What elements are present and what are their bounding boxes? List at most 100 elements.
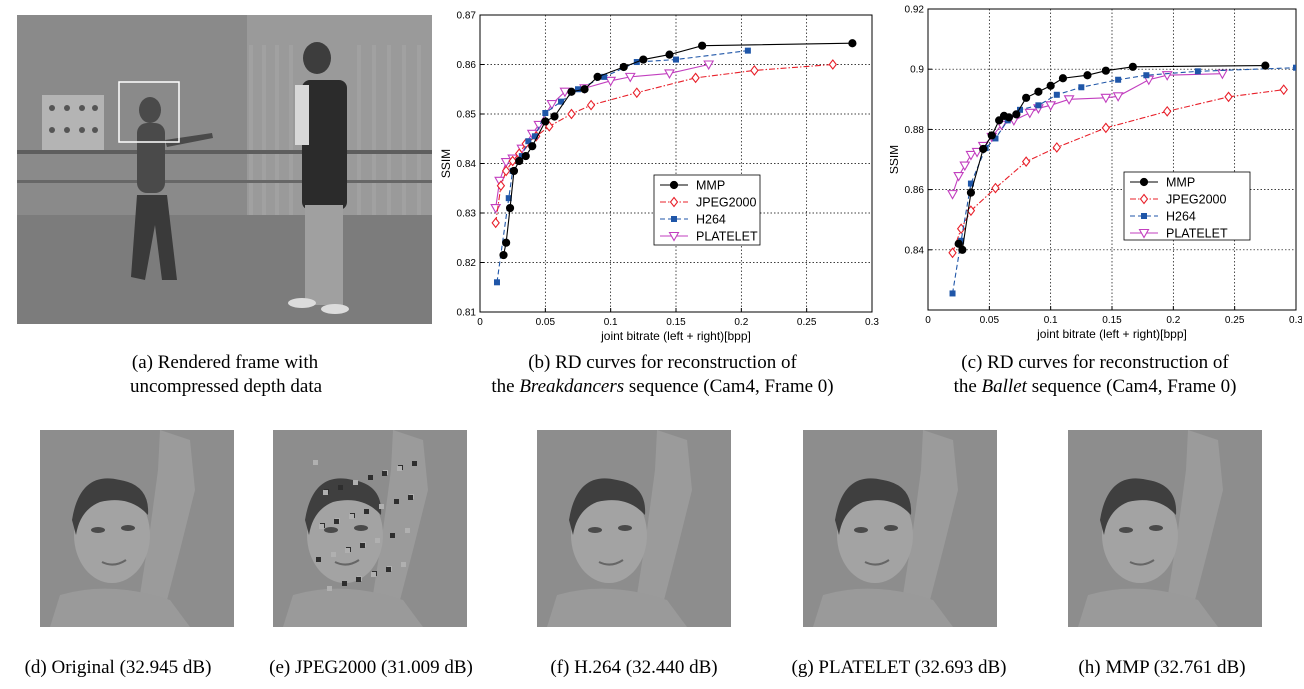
data-point-mmp <box>979 144 988 154</box>
data-point-jpeg2000 <box>586 99 596 111</box>
data-point-mmp <box>580 85 589 94</box>
legend-marker <box>669 180 679 190</box>
data-point-mmp <box>1046 81 1055 90</box>
data-point-jpeg2000 <box>1279 84 1288 96</box>
data-point-h264 <box>1143 72 1150 79</box>
y-tick-label: 0.88 <box>905 125 925 136</box>
data-point-platelet <box>494 176 506 187</box>
data-point-jpeg2000 <box>496 180 506 192</box>
legend-label: JPEG2000 <box>1166 193 1227 207</box>
x-axis-label: joint bitrate (left + right)[bpp] <box>600 329 751 343</box>
data-point-platelet <box>965 150 977 161</box>
x-tick-label: 0.05 <box>536 317 556 328</box>
data-point-h264 <box>1293 64 1296 71</box>
x-tick-label: 0.2 <box>734 317 748 328</box>
data-point-mmp <box>505 203 515 213</box>
data-point-platelet <box>1024 108 1036 119</box>
data-point-mmp <box>1083 71 1092 80</box>
data-point-h264 <box>1053 91 1060 98</box>
data-point-h264 <box>967 180 974 187</box>
x-tick-label: 0.05 <box>980 315 1000 326</box>
series-jpeg2000 <box>491 59 837 229</box>
data-point-mmp <box>665 50 674 59</box>
y-tick-label: 0.86 <box>905 185 925 196</box>
data-point-h264 <box>505 195 512 202</box>
y-tick-label: 0.81 <box>457 308 477 319</box>
legend-label: JPEG2000 <box>696 196 757 210</box>
y-tick-label: 0.82 <box>457 258 477 269</box>
face-illustration <box>537 430 731 627</box>
data-point-mmp <box>528 142 537 151</box>
face-crop-h264 <box>537 430 731 627</box>
legend-marker <box>1138 228 1150 239</box>
data-point-jpeg2000 <box>491 217 500 229</box>
caption-a-line2: uncompressed depth data <box>130 376 323 397</box>
data-point-jpeg2000 <box>948 247 957 259</box>
x-tick-label: 0 <box>477 317 483 328</box>
face-crop-jpeg2000 <box>273 430 467 627</box>
x-axis-label: joint bitrate (left + right)[bpp] <box>1036 327 1187 341</box>
y-tick-label: 0.92 <box>905 5 925 16</box>
caption-b-sequence: Breakdancers <box>519 376 625 397</box>
series-jpeg2000 <box>948 84 1288 259</box>
x-tick-label: 0 <box>925 315 931 326</box>
caption-b-line2: the Breakdancers sequence (Cam4, Frame 0… <box>491 376 834 397</box>
rendered-frame-scene <box>17 15 432 324</box>
data-point-mmp <box>567 87 576 96</box>
data-point-h264 <box>542 110 549 117</box>
data-point-platelet <box>959 161 971 172</box>
data-point-mmp <box>1101 66 1110 75</box>
rd-chart-breakdancers: 0 0.05 0.1 0.15 0.2 0.25 0.3 0.81 0.82 0.83 0.84 0.… <box>440 11 879 344</box>
x-tick-label: 0.3 <box>865 317 879 328</box>
data-point-h264 <box>601 73 608 80</box>
face-crop-platelet <box>803 430 997 627</box>
x-tick-label: 0.1 <box>604 317 618 328</box>
data-point-jpeg2000 <box>1052 142 1061 153</box>
legend-marker <box>671 216 677 222</box>
data-point-h264 <box>949 290 956 297</box>
data-point-platelet <box>605 76 617 87</box>
face-crop-original <box>40 430 234 627</box>
data-point-jpeg2000 <box>567 108 576 120</box>
data-point-mmp <box>1058 74 1068 83</box>
caption-c-line1: (c) RD curves for reconstruction of <box>961 352 1229 373</box>
data-point-mmp <box>954 239 963 248</box>
data-point-h264 <box>1017 106 1023 113</box>
data-point-jpeg2000 <box>501 165 511 177</box>
caption-b: (b) RD curves for reconstruction of the … <box>440 351 885 399</box>
data-point-mmp <box>1012 110 1021 119</box>
legend-label: PLATELET <box>696 230 758 244</box>
data-point-jpeg2000 <box>1021 156 1031 168</box>
data-point-mmp <box>1004 113 1014 122</box>
legend-marker <box>1139 177 1149 187</box>
caption-d: (d) Original (32.945 dB) <box>24 657 212 678</box>
legend: MMP JPEG2000 H264 PLATELET <box>653 174 761 246</box>
y-axis-label: SSIM <box>440 149 453 178</box>
data-point-platelet <box>1100 93 1112 104</box>
data-point-mmp <box>698 41 707 50</box>
data-point-platelet <box>1063 95 1075 105</box>
caption-h: (h) MMP (32.761 dB) <box>1078 657 1246 678</box>
data-point-mmp <box>639 55 648 64</box>
data-point-h264 <box>1194 68 1201 75</box>
data-point-jpeg2000 <box>991 182 1000 194</box>
data-point-jpeg2000 <box>828 59 837 70</box>
data-point-h264 <box>1035 102 1042 109</box>
data-point-platelet <box>664 69 675 80</box>
data-point-jpeg2000 <box>1101 122 1111 134</box>
data-point-h264 <box>493 279 500 286</box>
data-point-jpeg2000 <box>1163 105 1172 117</box>
data-point-platelet <box>1112 92 1124 102</box>
data-point-mmp <box>550 112 559 121</box>
legend-label: H264 <box>1166 210 1196 224</box>
data-point-mmp <box>1034 87 1043 96</box>
data-point-platelet <box>500 157 512 168</box>
data-point-jpeg2000 <box>691 72 700 84</box>
y-tick-label: 0.84 <box>457 159 477 170</box>
data-point-platelet <box>703 60 715 71</box>
data-point-platelet <box>971 147 983 158</box>
y-tick-label: 0.87 <box>457 11 477 22</box>
legend-marker <box>1141 213 1147 219</box>
caption-f: (f) H.264 (32.440 dB) <box>550 657 718 678</box>
caption-g: (g) PLATELET (32.693 dB) <box>791 657 1007 678</box>
